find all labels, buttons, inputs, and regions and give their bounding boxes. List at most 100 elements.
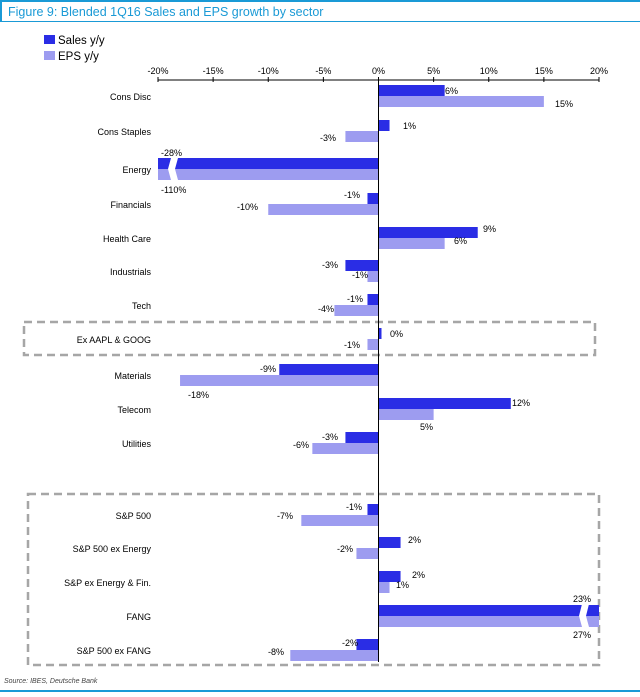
category-label: FANG bbox=[126, 612, 151, 622]
break-mark-energy bbox=[168, 158, 178, 180]
eps-data-label: -10% bbox=[237, 202, 258, 212]
sales-data-label: -3% bbox=[322, 432, 338, 442]
eps-bar bbox=[312, 443, 379, 454]
sales-data-label: -9% bbox=[260, 364, 276, 374]
eps-bar bbox=[378, 582, 390, 593]
sales-bar bbox=[356, 639, 379, 650]
eps-data-label: -2% bbox=[337, 544, 353, 554]
sales-data-label: 23% bbox=[573, 594, 591, 604]
x-tick-label: -5% bbox=[315, 66, 331, 76]
eps-bar bbox=[268, 204, 379, 215]
source-note: Source: IBES, Deutsche Bank bbox=[4, 678, 98, 685]
sales-data-label: 2% bbox=[408, 535, 421, 545]
sales-data-label: -2% bbox=[342, 638, 358, 648]
category-label: S&P ex Energy & Fin. bbox=[64, 578, 151, 588]
category-label: Tech bbox=[132, 301, 151, 311]
category-label: Telecom bbox=[117, 405, 151, 415]
legend-label-sales: Sales y/y bbox=[58, 35, 105, 47]
category-label: Energy bbox=[122, 165, 151, 175]
eps-data-label: 27% bbox=[573, 630, 591, 640]
sales-data-label: 6% bbox=[445, 86, 458, 96]
eps-bar bbox=[378, 238, 445, 249]
eps-bar bbox=[378, 409, 434, 420]
sales-bar bbox=[378, 120, 390, 131]
eps-bar bbox=[367, 271, 379, 282]
eps-data-label: -1% bbox=[344, 340, 360, 350]
eps-data-label: -110% bbox=[161, 185, 186, 195]
figure-title: Figure 9: Blended 1Q16 Sales and EPS gro… bbox=[8, 5, 324, 19]
eps-data-label: -7% bbox=[277, 511, 293, 521]
eps-bar bbox=[367, 339, 379, 350]
eps-data-label: -3% bbox=[320, 133, 336, 143]
eps-bar bbox=[301, 515, 379, 526]
category-label: S&P 500 ex FANG bbox=[77, 646, 151, 656]
sales-bar bbox=[378, 328, 382, 339]
legend-swatch-eps bbox=[44, 51, 55, 60]
sales-bar bbox=[367, 193, 379, 204]
eps-data-label: -18% bbox=[188, 390, 209, 400]
category-label: Ex AAPL & GOOG bbox=[77, 335, 151, 345]
sales-bar bbox=[158, 158, 379, 169]
sales-bar bbox=[378, 227, 478, 238]
bottom-rule bbox=[0, 690, 640, 692]
eps-data-label: -1% bbox=[352, 270, 368, 280]
eps-bar bbox=[334, 305, 379, 316]
x-tick-label: 5% bbox=[427, 66, 440, 76]
sales-data-label: -1% bbox=[344, 190, 360, 200]
highlight-box-sp500-group bbox=[26, 492, 601, 667]
x-tick-label: 0% bbox=[372, 66, 385, 76]
highlight-box-ex-aapl-goog bbox=[22, 320, 597, 357]
eps-bar bbox=[356, 548, 379, 559]
category-label: Cons Disc bbox=[110, 92, 152, 102]
eps-bar bbox=[345, 131, 379, 142]
eps-data-label: 15% bbox=[555, 99, 573, 109]
eps-data-label: -4% bbox=[318, 304, 334, 314]
eps-bar bbox=[378, 616, 599, 627]
eps-bar bbox=[290, 650, 379, 661]
eps-bar bbox=[158, 169, 379, 180]
sales-bar bbox=[367, 294, 379, 305]
category-label: Utilities bbox=[122, 439, 152, 449]
sales-data-label: 1% bbox=[403, 121, 416, 131]
legend-label-eps: EPS y/y bbox=[58, 51, 99, 63]
x-tick-label: -10% bbox=[258, 66, 279, 76]
category-label: Materials bbox=[114, 371, 151, 381]
sales-data-label: 9% bbox=[483, 224, 496, 234]
sales-data-label: -1% bbox=[347, 294, 363, 304]
eps-data-label: 1% bbox=[396, 580, 409, 590]
legend-swatch-sales bbox=[44, 35, 55, 44]
sales-bar bbox=[378, 605, 599, 616]
category-label: Health Care bbox=[103, 234, 151, 244]
eps-data-label: 5% bbox=[420, 422, 433, 432]
sales-bar bbox=[378, 85, 445, 96]
x-tick-label: 10% bbox=[480, 66, 498, 76]
sales-bar bbox=[378, 571, 401, 582]
sales-bar bbox=[345, 260, 379, 271]
x-tick-label: 15% bbox=[535, 66, 553, 76]
category-label: S&P 500 bbox=[116, 511, 151, 521]
sales-data-label: -1% bbox=[346, 502, 362, 512]
sales-bar bbox=[378, 537, 401, 548]
sales-data-label: 0% bbox=[390, 329, 403, 339]
sales-data-label: -28% bbox=[161, 148, 182, 158]
title-bar: Figure 9: Blended 1Q16 Sales and EPS gro… bbox=[0, 0, 640, 22]
eps-data-label: -6% bbox=[293, 440, 309, 450]
sales-data-label: 12% bbox=[512, 398, 530, 408]
eps-data-label: -8% bbox=[268, 647, 284, 657]
category-label: Financials bbox=[110, 200, 151, 210]
sales-bar bbox=[345, 432, 379, 443]
sales-bar bbox=[367, 504, 379, 515]
x-tick-label: -20% bbox=[147, 66, 168, 76]
sales-data-label: -3% bbox=[322, 260, 338, 270]
eps-bar bbox=[378, 96, 544, 107]
eps-bar bbox=[180, 375, 379, 386]
sales-bar bbox=[378, 398, 511, 409]
category-label: Cons Staples bbox=[97, 127, 151, 137]
category-label: Industrials bbox=[110, 267, 152, 277]
sales-bar bbox=[279, 364, 379, 375]
x-tick-label: -15% bbox=[203, 66, 224, 76]
x-tick-label: 20% bbox=[590, 66, 608, 76]
sales-data-label: 2% bbox=[412, 570, 425, 580]
eps-data-label: 6% bbox=[454, 236, 467, 246]
